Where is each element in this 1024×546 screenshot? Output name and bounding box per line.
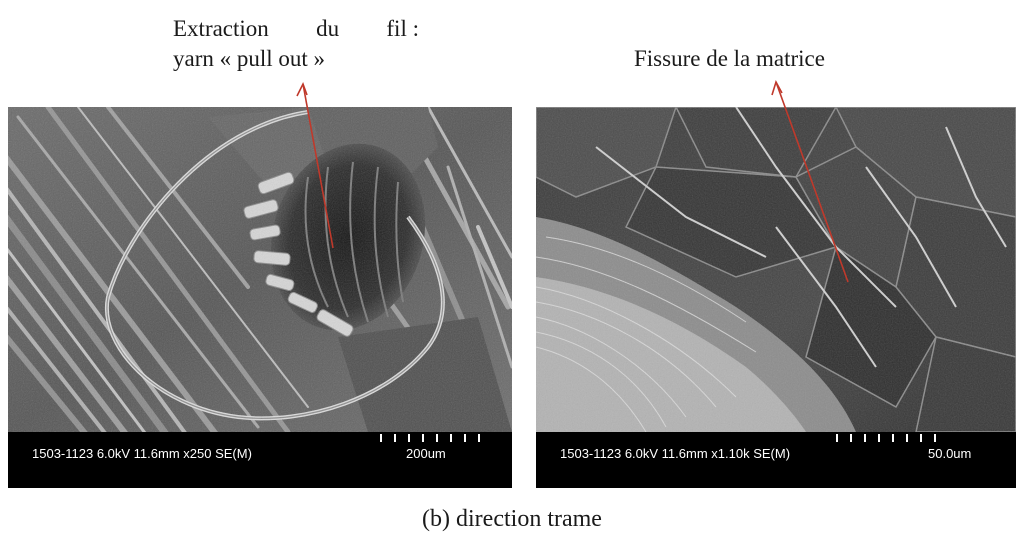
sem-image-right: 1503-1123 6.0kV 11.6mm x1.10k SE(M) 50.0… xyxy=(536,107,1016,488)
sem-info-bar: 1503-1123 6.0kV 11.6mm x250 SE(M) 200um xyxy=(8,432,512,488)
sem-micrograph-fibres xyxy=(8,107,512,432)
scale-bar-label: 50.0um xyxy=(928,446,972,461)
annotation-word: du xyxy=(316,16,340,41)
sem-info-bar: 1503-1123 6.0kV 11.6mm x1.10k SE(M) 50.0… xyxy=(536,432,1016,488)
scale-bar-ticks xyxy=(836,434,946,444)
arrow-head xyxy=(296,81,308,97)
annotation-line-1: Extraction du fil : xyxy=(173,14,419,44)
sem-image-left: 1503-1123 6.0kV 11.6mm x250 SE(M) 200um xyxy=(8,107,512,488)
sem-micrograph-matrix-crack xyxy=(536,107,1016,432)
annotation-matrix-crack: Fissure de la matrice xyxy=(634,46,825,71)
annotation-word: Extraction xyxy=(173,16,269,41)
figure-caption: (b) direction trame xyxy=(422,506,602,532)
annotation-word: fil : xyxy=(386,16,419,41)
sem-parameters: 1503-1123 6.0kV 11.6mm x1.10k SE(M) xyxy=(560,446,791,461)
scale-bar-ticks xyxy=(380,434,480,444)
annotation-yarn-pull-out: Extraction du fil : yarn « pull out » xyxy=(173,14,433,74)
scale-bar-label: 200um xyxy=(406,446,446,461)
arrow-head xyxy=(771,79,783,96)
annotation-line-2: yarn « pull out » xyxy=(173,46,326,71)
sem-parameters: 1503-1123 6.0kV 11.6mm x250 SE(M) xyxy=(32,446,252,461)
